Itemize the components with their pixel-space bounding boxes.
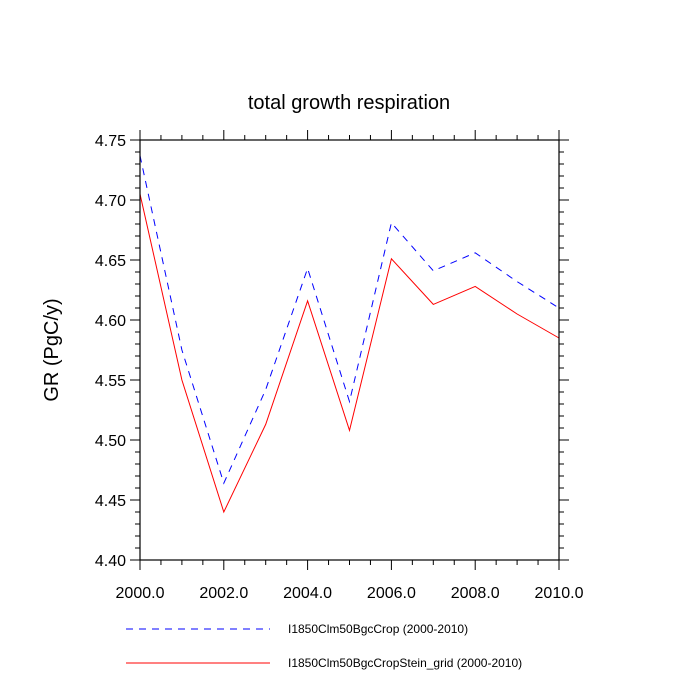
x-tick-label: 2010.0 xyxy=(535,585,584,602)
chart-title: total growth respiration xyxy=(248,92,450,114)
y-axis-label: GR (PgC/y) xyxy=(41,298,63,401)
x-tick-label: 2006.0 xyxy=(367,585,416,602)
legend-label-2: I1850Clm50BgcCropStein_grid (2000-2010) xyxy=(288,656,522,670)
y-tick-label: 4.40 xyxy=(95,553,126,570)
x-tick-label: 2002.0 xyxy=(199,585,248,602)
y-tick-label: 4.75 xyxy=(95,133,126,150)
legend: I1850Clm50BgcCrop (2000-2010) I1850Clm50B… xyxy=(126,622,522,670)
y-tick-label: 4.45 xyxy=(95,493,126,510)
x-tick-label: 2008.0 xyxy=(451,585,500,602)
y-tick-label: 4.65 xyxy=(95,253,126,270)
series-line-1 xyxy=(139,155,560,485)
x-tick-label: 2004.0 xyxy=(283,585,332,602)
y-tick-label: 4.70 xyxy=(95,193,126,210)
y-tick-label: 4.60 xyxy=(95,313,126,330)
x-tick-label: 2000.0 xyxy=(116,585,165,602)
plot-area: 4.40 4.45 4.50 4.55 4.60 4.65 4.70 4.75 2000.0 20… xyxy=(95,130,584,602)
y-tick-label: 4.50 xyxy=(95,433,126,450)
series-line-2 xyxy=(139,193,560,514)
plot-frame xyxy=(139,139,560,561)
legend-label-1: I1850Clm50BgcCrop (2000-2010) xyxy=(288,622,468,636)
y-tick-label: 4.55 xyxy=(95,373,126,390)
